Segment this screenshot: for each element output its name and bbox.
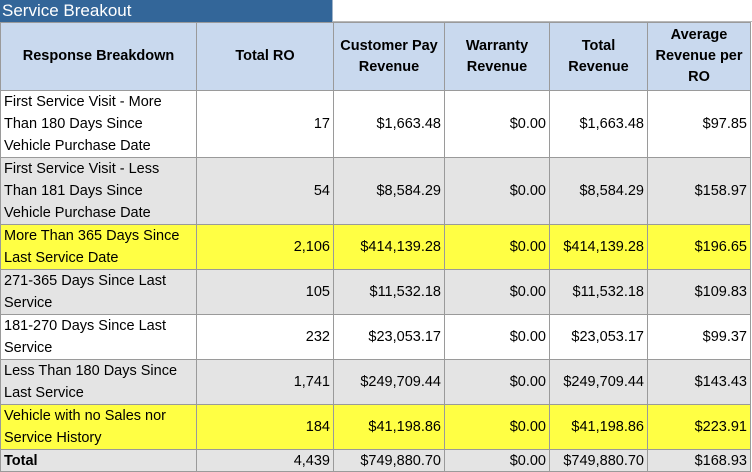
total-revenue-cell[interactable]: $23,053.17	[549, 314, 648, 360]
customer-pay-cell[interactable]: $11,532.18	[333, 269, 445, 315]
table-row: Less Than 180 Days Since Last Service 1,…	[0, 359, 751, 405]
row-label[interactable]: More Than 365 Days Since Last Service Da…	[0, 224, 197, 270]
title-row: Service Breakout	[0, 0, 752, 22]
avg-revenue-cell[interactable]: $196.65	[647, 224, 751, 270]
customer-pay-cell[interactable]: $749,880.70	[333, 449, 445, 472]
warranty-cell[interactable]: $0.00	[444, 404, 550, 450]
header-total-revenue[interactable]: Total Revenue	[549, 22, 648, 91]
header-customer-pay-revenue[interactable]: Customer Pay Revenue	[333, 22, 445, 91]
customer-pay-cell[interactable]: $414,139.28	[333, 224, 445, 270]
avg-revenue-cell[interactable]: $158.97	[647, 157, 751, 225]
warranty-cell[interactable]: $0.00	[444, 269, 550, 315]
sheet-title[interactable]: Service Breakout	[0, 0, 333, 22]
total-revenue-cell[interactable]: $11,532.18	[549, 269, 648, 315]
total-label[interactable]: Total	[0, 449, 197, 472]
customer-pay-cell[interactable]: $23,053.17	[333, 314, 445, 360]
avg-revenue-cell[interactable]: $223.91	[647, 404, 751, 450]
customer-pay-cell[interactable]: $249,709.44	[333, 359, 445, 405]
total-revenue-cell[interactable]: $249,709.44	[549, 359, 648, 405]
total-ro-cell[interactable]: 105	[196, 269, 334, 315]
avg-revenue-cell[interactable]: $97.85	[647, 90, 751, 158]
table-row: 181-270 Days Since Last Service 232 $23,…	[0, 314, 751, 360]
row-label[interactable]: 181-270 Days Since Last Service	[0, 314, 197, 360]
header-average-revenue[interactable]: Average Revenue per RO	[647, 22, 751, 91]
total-ro-cell[interactable]: 4,439	[196, 449, 334, 472]
row-label[interactable]: First Service Visit - Less Than 181 Days…	[0, 157, 197, 225]
avg-revenue-cell[interactable]: $109.83	[647, 269, 751, 315]
row-label[interactable]: Vehicle with no Sales nor Service Histor…	[0, 404, 197, 450]
header-total-ro[interactable]: Total RO	[196, 22, 334, 91]
header-row: Response Breakdown Total RO Customer Pay…	[0, 22, 751, 91]
empty-cell[interactable]	[333, 0, 752, 22]
warranty-cell[interactable]: $0.00	[444, 449, 550, 472]
warranty-cell[interactable]: $0.00	[444, 224, 550, 270]
total-ro-cell[interactable]: 184	[196, 404, 334, 450]
total-revenue-cell[interactable]: $8,584.29	[549, 157, 648, 225]
row-label[interactable]: First Service Visit - More Than 180 Days…	[0, 90, 197, 158]
total-ro-cell[interactable]: 2,106	[196, 224, 334, 270]
total-row: Total 4,439 $749,880.70 $0.00 $749,880.7…	[0, 449, 751, 472]
header-warranty-revenue[interactable]: Warranty Revenue	[444, 22, 550, 91]
total-ro-cell[interactable]: 17	[196, 90, 334, 158]
customer-pay-cell[interactable]: $1,663.48	[333, 90, 445, 158]
warranty-cell[interactable]: $0.00	[444, 157, 550, 225]
total-revenue-cell[interactable]: $41,198.86	[549, 404, 648, 450]
total-revenue-cell[interactable]: $749,880.70	[549, 449, 648, 472]
warranty-cell[interactable]: $0.00	[444, 359, 550, 405]
total-revenue-cell[interactable]: $1,663.48	[549, 90, 648, 158]
total-ro-cell[interactable]: 232	[196, 314, 334, 360]
avg-revenue-cell[interactable]: $99.37	[647, 314, 751, 360]
warranty-cell[interactable]: $0.00	[444, 90, 550, 158]
table-row: First Service Visit - More Than 180 Days…	[0, 90, 751, 158]
table-row: Vehicle with no Sales nor Service Histor…	[0, 404, 751, 450]
warranty-cell[interactable]: $0.00	[444, 314, 550, 360]
table-row: 271-365 Days Since Last Service 105 $11,…	[0, 269, 751, 315]
header-response-breakdown[interactable]: Response Breakdown	[0, 22, 197, 91]
avg-revenue-cell[interactable]: $168.93	[647, 449, 751, 472]
total-revenue-cell[interactable]: $414,139.28	[549, 224, 648, 270]
row-label[interactable]: 271-365 Days Since Last Service	[0, 269, 197, 315]
table-row: First Service Visit - Less Than 181 Days…	[0, 157, 751, 225]
service-breakout-table: Response Breakdown Total RO Customer Pay…	[0, 22, 751, 472]
customer-pay-cell[interactable]: $8,584.29	[333, 157, 445, 225]
total-ro-cell[interactable]: 54	[196, 157, 334, 225]
row-label[interactable]: Less Than 180 Days Since Last Service	[0, 359, 197, 405]
customer-pay-cell[interactable]: $41,198.86	[333, 404, 445, 450]
table-row: More Than 365 Days Since Last Service Da…	[0, 224, 751, 270]
avg-revenue-cell[interactable]: $143.43	[647, 359, 751, 405]
total-ro-cell[interactable]: 1,741	[196, 359, 334, 405]
